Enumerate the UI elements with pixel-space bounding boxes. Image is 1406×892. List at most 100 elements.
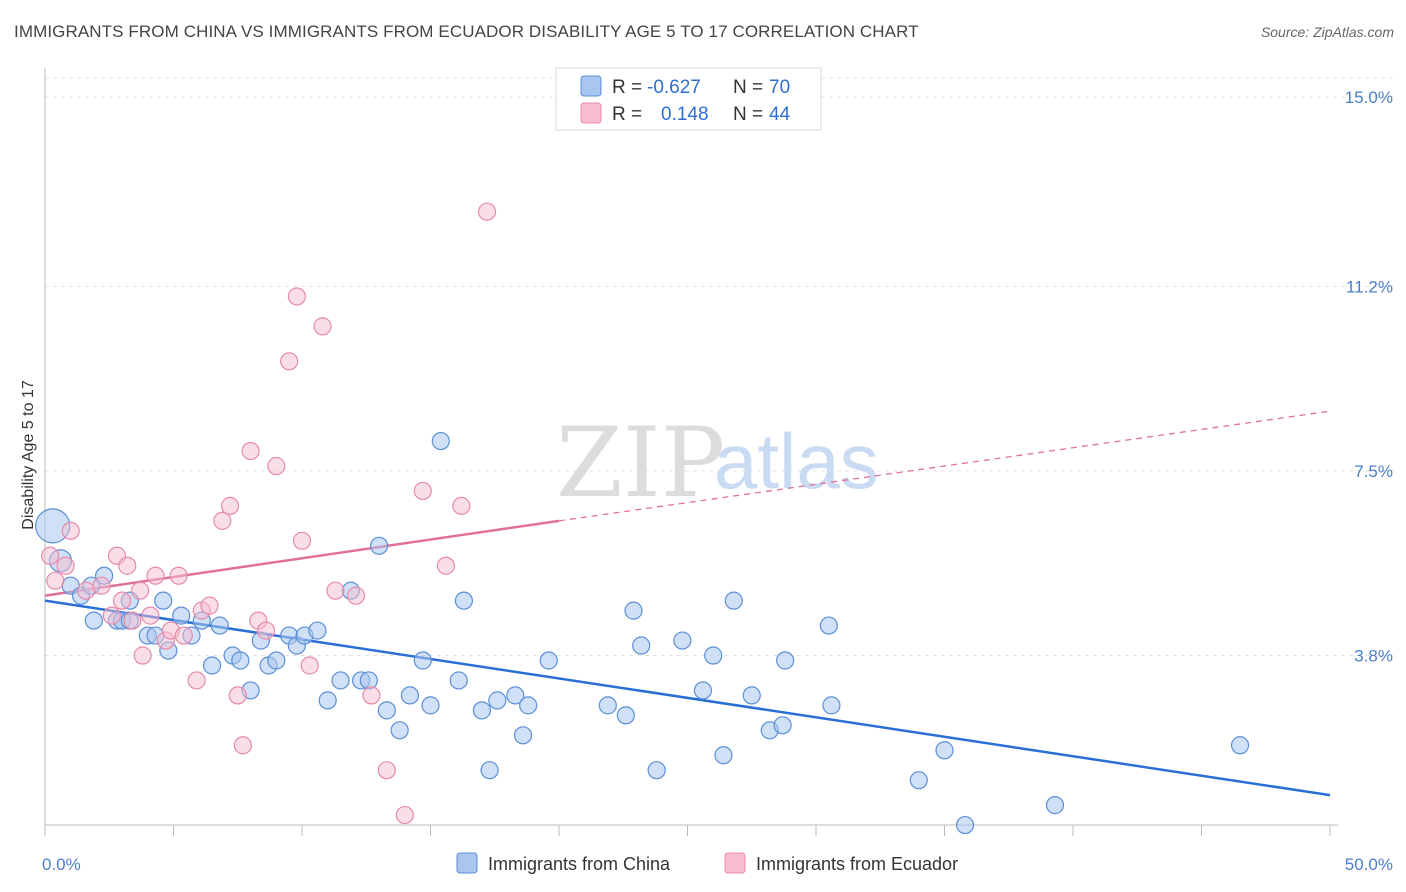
ecuador-point [133, 646, 152, 665]
ecuador-point [413, 481, 432, 501]
ecuador-point [313, 317, 332, 336]
ecuador-point [56, 556, 75, 575]
ecuador-point [141, 606, 160, 625]
ecuador-point [112, 591, 132, 610]
legend-n-label-ecuador: N = [733, 104, 763, 125]
ecuador-point [118, 556, 137, 575]
legend-r-value-ecuador: 0.148 [661, 104, 709, 125]
china-point [318, 691, 337, 710]
ecuador-point [300, 656, 319, 675]
ecuador-point [123, 611, 142, 630]
ecuador-point [130, 581, 150, 600]
ecuador-point [267, 456, 286, 476]
china-point [1045, 796, 1065, 815]
bottom-legend-label-china: Immigrants from China [488, 854, 671, 874]
y-tick-label: 3.8% [1354, 647, 1393, 666]
ecuador-point [477, 202, 497, 221]
china-point [472, 701, 491, 720]
ecuador-point [233, 736, 252, 755]
y-tick-labels: 3.8% 7.5% 11.2% 15.0% [1345, 88, 1393, 666]
x-tick-label-max: 50.0% [1345, 855, 1393, 874]
ecuador-trend-extension [558, 410, 1331, 522]
axes [44, 68, 1338, 836]
ecuador-point [41, 546, 60, 565]
x-tick-labels: 0.0% 50.0% [42, 855, 1393, 874]
ecuador-point [280, 352, 299, 371]
china-point [377, 701, 396, 720]
legend-n-label-china: N = [733, 77, 763, 98]
china-point [370, 536, 389, 555]
china-point [724, 591, 743, 610]
china-point [598, 696, 617, 715]
china-point [955, 815, 975, 835]
ecuador-point [228, 686, 247, 705]
y-tick-label: 11.2% [1346, 277, 1393, 296]
china-point [390, 721, 409, 740]
ecuador-point [169, 566, 188, 585]
ecuador-point [77, 581, 96, 600]
china-point [773, 716, 792, 735]
china-point [539, 651, 558, 670]
legend-r-label-china: R = [612, 77, 642, 98]
y-axis-label: Disability Age 5 to 17 [20, 380, 37, 530]
ecuador-point [346, 586, 366, 605]
bottom-legend-swatch-china [456, 852, 478, 874]
ecuador-point [436, 556, 456, 575]
china-point [480, 761, 499, 780]
china-point [624, 601, 643, 620]
china-point [431, 431, 450, 451]
y-tick-label: 15.0% [1345, 88, 1393, 107]
bottom-legend-swatch-ecuador [724, 852, 746, 874]
ecuador-point [292, 531, 312, 550]
watermark-zip: ZIP [556, 407, 725, 519]
ecuador-point [220, 496, 240, 516]
china-point [267, 651, 286, 670]
china-point [519, 696, 538, 715]
china-point [231, 651, 250, 670]
grid-lines [45, 77, 1395, 657]
ecuador-point [256, 621, 276, 640]
china-point [776, 651, 795, 670]
china-point [693, 681, 713, 700]
watermark-atlas: atlas [714, 417, 879, 505]
ecuador-point [102, 606, 121, 625]
china-point [331, 671, 350, 690]
ecuador-point [452, 496, 471, 516]
china-point [935, 741, 954, 760]
ecuador-point [362, 686, 381, 705]
legend-box: R = -0.627 N = 70 R = 0.148 N = 44 [555, 67, 822, 131]
china-point [819, 616, 838, 635]
ecuador-trend-line [44, 519, 560, 597]
china-point [400, 686, 420, 705]
bottom-legend: Immigrants from China Immigrants from Ec… [456, 852, 958, 874]
china-point [154, 591, 173, 610]
ecuador-point [187, 671, 206, 690]
bottom-legend-label-ecuador: Immigrants from Ecuador [756, 854, 958, 874]
legend-n-value-ecuador: 44 [769, 104, 791, 125]
ecuador-point [200, 596, 219, 615]
chart-source: Source: ZipAtlas.com [1260, 24, 1394, 40]
china-point [210, 616, 229, 635]
ecuador-point [395, 805, 414, 825]
chart-title: IMMIGRANTS FROM CHINA VS IMMIGRANTS FROM… [14, 22, 919, 41]
ecuador-point [241, 441, 260, 461]
china-point [359, 671, 378, 690]
china-point [202, 656, 222, 675]
legend-swatch-china [580, 75, 602, 97]
china-point [513, 726, 533, 745]
china-point [909, 771, 928, 790]
china-point [449, 671, 468, 690]
ecuador-point [213, 511, 232, 530]
china-point [822, 696, 841, 715]
china-point [616, 706, 635, 725]
ecuador-points [41, 202, 497, 825]
china-point [647, 761, 666, 780]
y-tick-label: 7.5% [1354, 462, 1393, 481]
legend-r-label-ecuador: R = [612, 104, 642, 125]
china-point [84, 611, 103, 630]
ecuador-point [326, 581, 345, 600]
legend-swatch-ecuador [580, 102, 602, 124]
ecuador-point [174, 626, 193, 645]
ecuador-point [61, 521, 80, 540]
ecuador-point [46, 571, 65, 590]
